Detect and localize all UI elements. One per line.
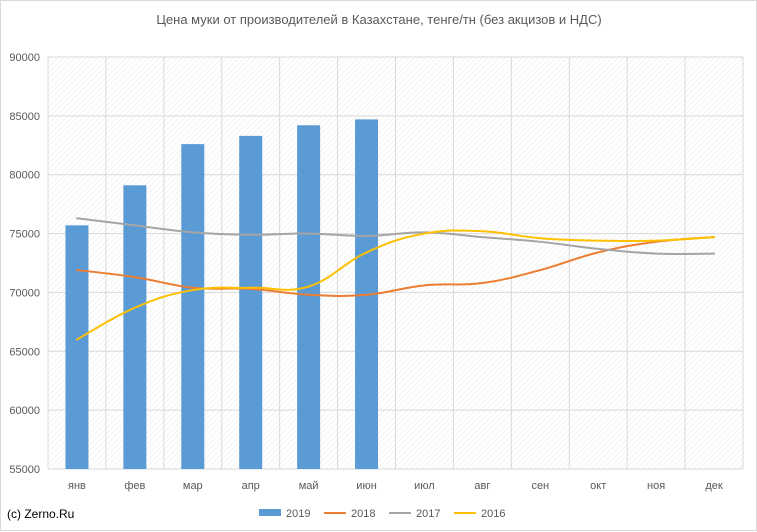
- legend: 2019 2018 2017 2016: [259, 508, 505, 520]
- y-tick-label: 85000: [9, 111, 40, 123]
- y-tick-label: 55000: [9, 464, 40, 476]
- x-tick-label: сен: [531, 480, 549, 492]
- legend-label-2017: 2017: [416, 508, 440, 520]
- bar-2019-май: [297, 125, 321, 469]
- bar-2019-фев: [123, 185, 147, 469]
- x-tick-label: июн: [356, 480, 376, 492]
- legend-swatch-2019: [259, 509, 281, 516]
- bar-2019-мар: [181, 144, 205, 469]
- legend-label-2018: 2018: [351, 508, 375, 520]
- bar-2019-янв: [65, 225, 89, 469]
- legend-label-2016: 2016: [481, 508, 505, 520]
- chart-title: Цена муки от производителей в Казахстане…: [156, 12, 601, 27]
- y-tick-label: 65000: [9, 346, 40, 358]
- bar-2019-апр: [239, 135, 263, 469]
- x-axis-ticks: янв фев мар апр май июн июл авг сен окт ноя дек: [68, 480, 723, 492]
- gridlines: [47, 56, 744, 470]
- line-2016: [75, 229, 716, 341]
- x-tick-label: апр: [242, 480, 260, 492]
- y-tick-label: 60000: [9, 405, 40, 417]
- x-tick-label: авг: [474, 480, 490, 492]
- line-2017: [75, 217, 716, 255]
- y-axis-ticks: 55000 60000 65000 70000 75000 80000 85000 90000: [9, 52, 40, 476]
- line-2018: [75, 236, 716, 297]
- x-tick-label: июл: [414, 480, 435, 492]
- x-tick-label: янв: [68, 480, 86, 492]
- x-tick-label: ноя: [647, 480, 665, 492]
- y-tick-label: 90000: [9, 52, 40, 64]
- legend-label-2019: 2019: [286, 508, 310, 520]
- y-tick-label: 80000: [9, 170, 40, 182]
- x-tick-label: мар: [183, 480, 203, 492]
- y-tick-label: 75000: [9, 229, 40, 241]
- x-tick-label: фев: [124, 480, 145, 492]
- copyright-text: (c) Zerno.Ru: [7, 507, 75, 521]
- x-tick-label: окт: [590, 480, 606, 492]
- line-series: [75, 217, 716, 341]
- x-tick-label: май: [299, 480, 319, 492]
- x-tick-label: дек: [705, 480, 723, 492]
- y-tick-label: 70000: [9, 287, 40, 299]
